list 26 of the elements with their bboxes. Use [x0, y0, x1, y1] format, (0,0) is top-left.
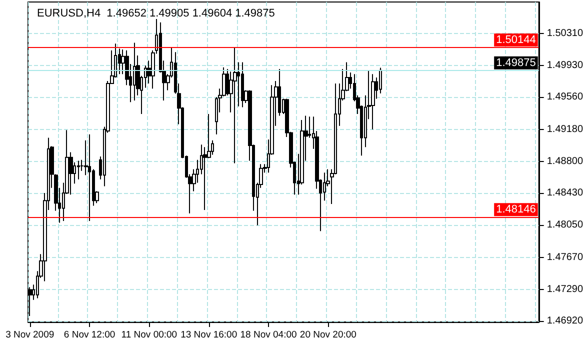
candlestick [233, 47, 237, 164]
x-tick-label: 20 Nov 20:00 [300, 330, 356, 340]
y-tick-label: 1.50310 [546, 28, 584, 39]
candlestick [241, 62, 244, 108]
candlestick [77, 160, 80, 180]
x-tick-label: 18 Nov 04:00 [240, 330, 297, 340]
x-tick-label: 6 Nov 12:00 [64, 330, 116, 340]
text: EURUSD,H4 1.49652 1.49905 1.49604 1.49875 [37, 8, 275, 20]
candlestick [88, 134, 91, 222]
y-tick-label: 1.49560 [546, 92, 584, 103]
candlestick [371, 74, 375, 130]
ref-line-label: 1.49875 [496, 56, 536, 69]
y-tick-label: 1.48430 [546, 187, 584, 198]
ref-line-label: 1.48146 [496, 204, 536, 216]
y-tick-label: 1.47670 [546, 252, 584, 263]
x-tick-label: 13 Nov 16:00 [180, 330, 238, 340]
y-tick-label: 1.46920 [546, 316, 584, 327]
y-tick-label: 1.49930 [546, 60, 584, 72]
y-tick-label: 1.49180 [546, 124, 584, 135]
x-tick-label: 3 Nov 2009 [6, 330, 54, 340]
candlestick [133, 42, 136, 101]
y-tick-label: 1.47290 [546, 284, 584, 296]
y-tick-label: 1.48050 [546, 220, 584, 231]
x-tick-label: 11 Nov 00:00 [121, 330, 178, 340]
y-tick-label: 1.48800 [546, 156, 584, 168]
ref-line-label: 1.50144 [496, 34, 536, 46]
